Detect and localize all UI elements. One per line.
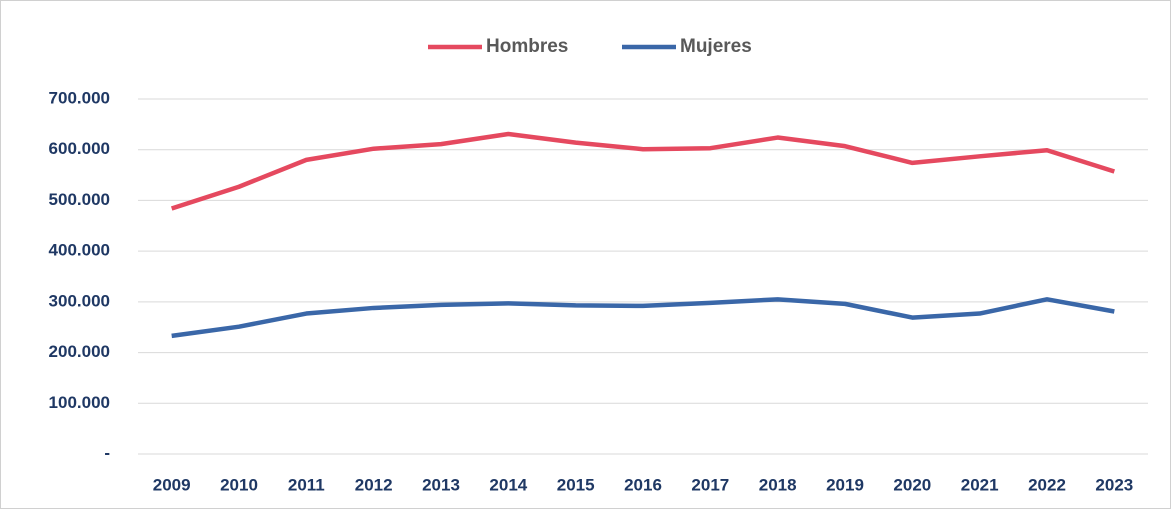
x-tick-label: 2016	[624, 475, 662, 494]
x-tick-label: 2021	[961, 475, 999, 494]
x-tick-label: 2009	[153, 475, 191, 494]
y-tick-label: -	[104, 443, 110, 462]
x-tick-label: 2014	[489, 475, 527, 494]
y-tick-label: 600.000	[49, 139, 110, 158]
x-tick-label: 2022	[1028, 475, 1066, 494]
x-tick-label: 2010	[220, 475, 258, 494]
y-tick-label: 700.000	[49, 88, 110, 107]
y-tick-label: 400.000	[49, 241, 110, 260]
legend-text: Hombres	[486, 36, 568, 57]
y-tick-label: 200.000	[49, 342, 110, 361]
x-tick-label: 2018	[759, 475, 797, 494]
x-tick-label: 2012	[355, 475, 393, 494]
x-tick-label: 2011	[288, 475, 325, 494]
x-tick-label: 2013	[422, 475, 460, 494]
y-tick-label: 500.000	[49, 190, 110, 209]
y-tick-label: 100.000	[49, 393, 110, 412]
x-tick-label: 2015	[557, 475, 595, 494]
legend-text: Mujeres	[680, 36, 752, 57]
series-line	[170, 131, 1116, 211]
y-tick-label: 300.000	[49, 291, 110, 310]
x-tick-label: 2023	[1095, 475, 1133, 494]
x-tick-label: 2020	[893, 475, 931, 494]
x-tick-label: 2019	[826, 475, 864, 494]
series-line	[171, 297, 1115, 339]
x-tick-label: 2017	[691, 475, 729, 494]
